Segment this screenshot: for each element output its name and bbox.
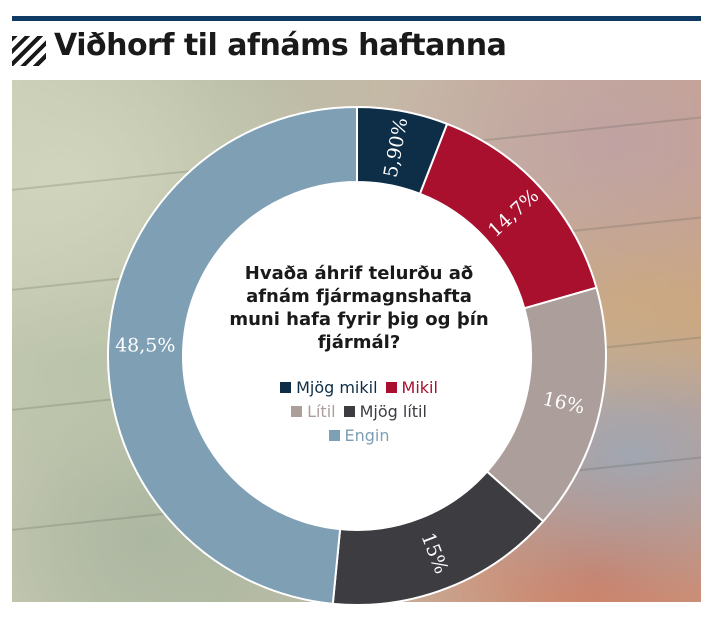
legend-row: Lítil Mjög lítil: [240, 400, 478, 424]
legend-row: Mjög mikil Mikil: [240, 376, 478, 400]
legend-row: Engin: [240, 424, 478, 448]
legend-label: Mjög mikil: [296, 378, 378, 397]
legend-label: Mikil: [401, 378, 438, 397]
top-rule: [12, 16, 701, 21]
page-title: Viðhorf til afnáms haftanna: [54, 28, 507, 63]
legend-item: Mjög lítil: [343, 400, 427, 424]
donut-hole: [183, 182, 531, 530]
legend-swatch: [291, 406, 303, 417]
legend-item: Mikil: [385, 376, 438, 400]
title-hatch-icon: [12, 36, 46, 66]
legend-item: Mjög mikil: [280, 376, 378, 400]
legend-swatch: [385, 382, 397, 393]
chart-question: Hvaða áhrif telurðu að afnám fjármagnsha…: [229, 263, 489, 353]
legend-label: Engin: [344, 426, 390, 445]
legend-swatch: [328, 430, 340, 441]
legend-item: Engin: [328, 424, 390, 448]
legend-swatch: [280, 382, 292, 393]
slice-value-label-4: 48,5%: [115, 335, 175, 357]
legend-swatch: [343, 406, 355, 417]
chart-legend: Mjög mikil Mikil Lítil Mjög lítil Engin: [240, 376, 478, 448]
legend-item: Lítil: [291, 400, 336, 424]
legend-label: Lítil: [307, 402, 336, 421]
legend-label: Mjög lítil: [359, 402, 427, 421]
